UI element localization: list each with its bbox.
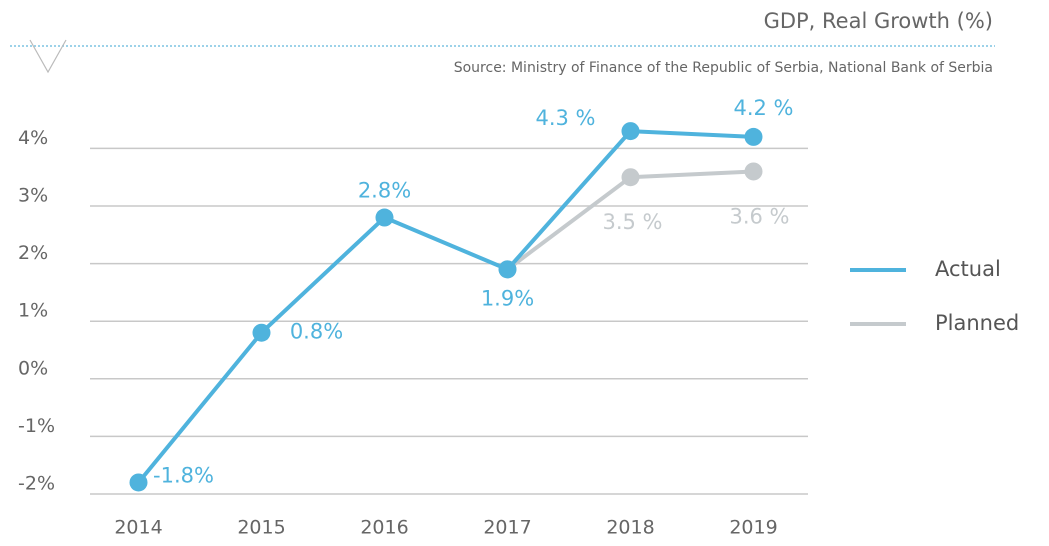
y-tick-label: 4% — [18, 127, 48, 149]
y-tick-label: 2% — [18, 242, 48, 264]
data-label: 4.3 % — [535, 106, 595, 130]
y-tick-label: 3% — [18, 185, 48, 207]
x-tick-label: 2017 — [483, 517, 531, 539]
x-tick-label: 2015 — [237, 517, 285, 539]
data-point — [621, 168, 640, 187]
data-point — [744, 127, 763, 146]
y-tick-label: -1% — [18, 415, 55, 437]
x-tick-label: 2014 — [114, 517, 162, 539]
data-point — [498, 260, 517, 279]
y-tick-label: -2% — [18, 473, 55, 495]
x-tick-label: 2018 — [606, 517, 654, 539]
data-label: 0.8% — [290, 320, 343, 344]
chart-subtitle: Source: Ministry of Finance of the Repub… — [454, 60, 993, 76]
data-point — [375, 208, 394, 227]
series-line — [136, 129, 754, 484]
data-label: 1.9% — [481, 286, 534, 310]
chart-title: GDP, Real Growth (%) — [764, 9, 993, 33]
data-label: 3.6 % — [729, 204, 789, 228]
legend-label: Actual — [935, 257, 1001, 281]
data-point — [252, 323, 271, 342]
y-tick-label: 0% — [18, 357, 48, 379]
data-point — [129, 473, 148, 492]
data-point — [744, 162, 763, 181]
data-label: -1.8% — [153, 463, 214, 487]
data-label: 4.2 % — [733, 96, 793, 120]
data-point — [621, 122, 640, 141]
data-label: 3.5 % — [602, 210, 662, 234]
x-tick-label: 2019 — [729, 517, 777, 539]
y-tick-label: 1% — [18, 300, 48, 322]
legend-label: Planned — [935, 311, 1019, 335]
x-tick-label: 2016 — [360, 517, 408, 539]
header-marker — [29, 39, 67, 74]
data-label: 2.8% — [358, 179, 411, 203]
